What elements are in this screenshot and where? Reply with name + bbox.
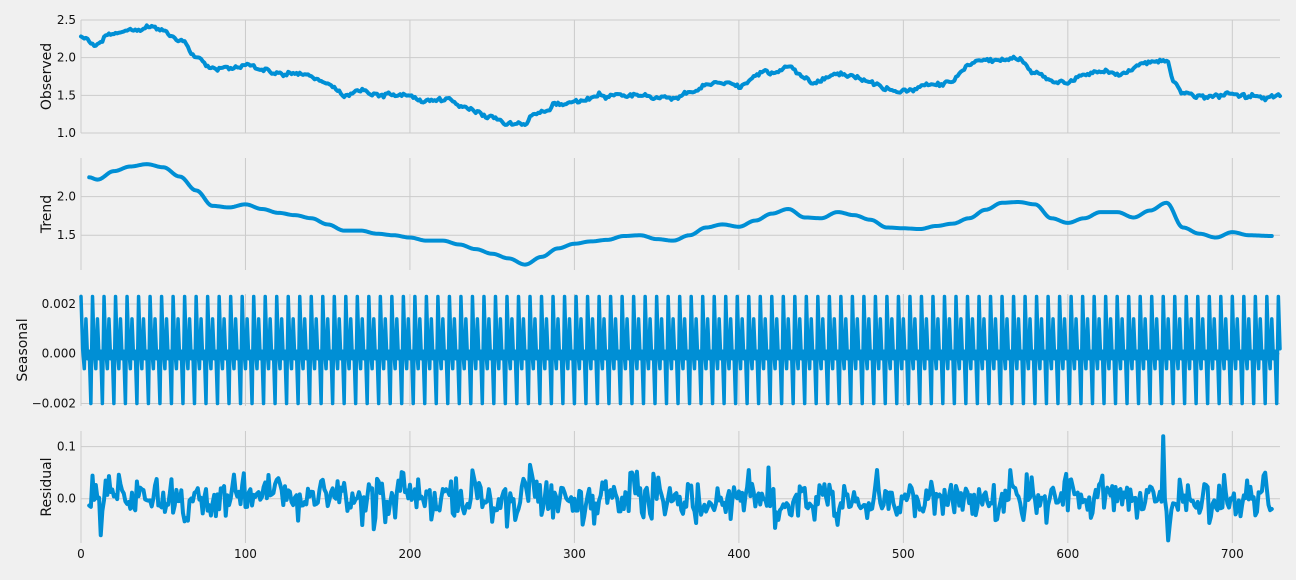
observed-ylabel: Observed	[39, 43, 55, 110]
seasonal-ylabel: Seasonal	[15, 318, 31, 381]
residual-series-line	[87, 434, 1274, 543]
x-tick-label: 0	[77, 547, 85, 561]
seasonal-series-line	[79, 294, 1282, 406]
observed-ytick-label: 2.5	[57, 13, 76, 27]
residual-ytick-label: 0.0	[57, 492, 76, 506]
trend-ytick-label: 1.5	[57, 228, 76, 242]
x-tick-label: 200	[398, 547, 421, 561]
seasonal-ytick-label: −0.002	[32, 397, 76, 411]
observed-ytick-label: 1.5	[57, 88, 76, 102]
observed-panel: 1.0 1.5 2.0 2.5 Observed	[39, 13, 1282, 140]
residual-ylabel: Residual	[39, 457, 55, 516]
seasonal-ytick-label: 0.002	[42, 297, 76, 311]
x-tick-label: 700	[1221, 547, 1244, 561]
trend-ylabel: Trend	[39, 195, 55, 234]
seasonal-ytick-label: 0.000	[42, 347, 76, 361]
x-tick-label: 400	[727, 547, 750, 561]
seasonal-panel: −0.002 0.000 0.002 Seasonal	[15, 294, 1282, 411]
observed-ytick-label: 2.0	[57, 51, 76, 65]
observed-series-line	[79, 23, 1282, 128]
x-tick-label: 100	[234, 547, 257, 561]
x-tick-label: 500	[892, 547, 915, 561]
trend-ytick-label: 2.0	[57, 190, 76, 204]
residual-ytick-label: 0.1	[57, 440, 76, 454]
x-tick-label: 300	[563, 547, 586, 561]
x-tick-label: 600	[1056, 547, 1079, 561]
observed-ytick-label: 1.0	[57, 126, 76, 140]
trend-series-line	[87, 162, 1274, 267]
